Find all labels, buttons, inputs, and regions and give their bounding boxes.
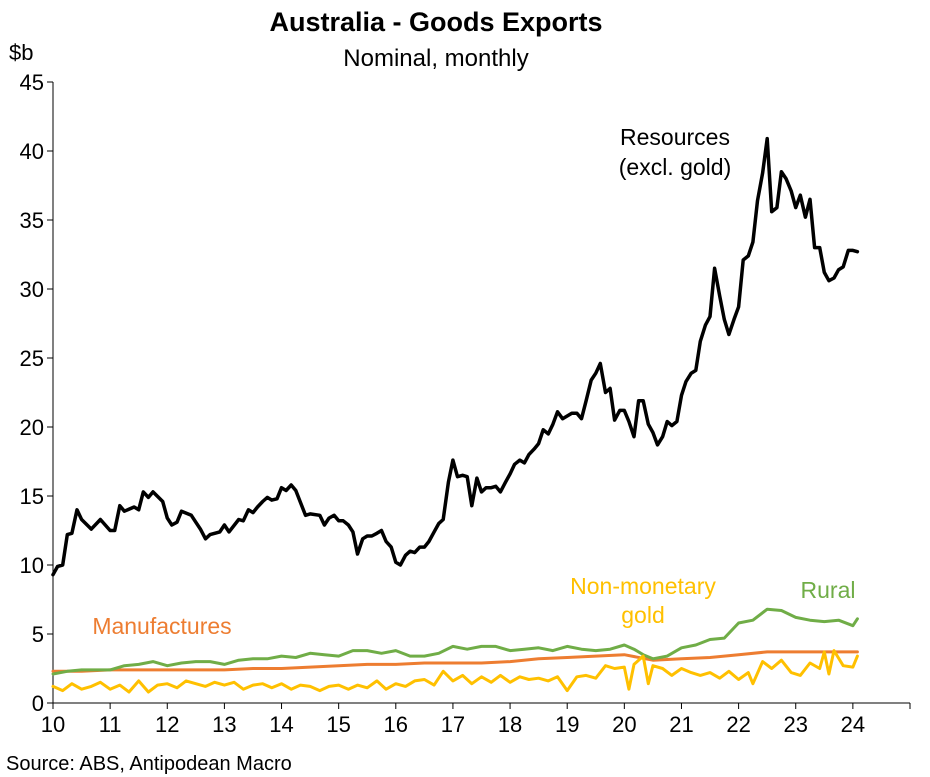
x-tick-label: 12: [155, 712, 179, 737]
tick-labels: 0 5 10 15 20 25 30 35 40 45 10 11 12 13 14 15 16 17 18 19 20…: [20, 70, 866, 737]
series-label: Resources: [620, 124, 730, 150]
series-label: Manufactures: [92, 613, 231, 639]
x-tick-label: 20: [612, 712, 636, 737]
chart-title: Australia - Goods Exports: [269, 7, 602, 37]
y-tick-label: 30: [20, 277, 44, 302]
axes: [47, 81, 911, 709]
x-tick-label: 22: [726, 712, 750, 737]
series-line-rural: [51, 607, 859, 676]
series-label: Non-monetary: [570, 573, 716, 599]
source-note: Source: ABS, Antipodean Macro: [6, 753, 292, 775]
y-tick-label: 25: [20, 346, 44, 371]
x-tick-label: 16: [384, 712, 408, 737]
chart-subtitle: Nominal, monthly: [343, 45, 528, 72]
x-tick-label: 10: [41, 712, 65, 737]
y-tick-label: 15: [20, 484, 44, 509]
series-label: (excl. gold): [619, 154, 731, 180]
x-tick-label: 11: [99, 712, 122, 737]
y-tick-label: 0: [32, 691, 44, 716]
series-line-manufactures: [51, 650, 859, 673]
x-tick-label: 18: [498, 712, 522, 737]
y-tick-label: 5: [32, 622, 44, 647]
series-line-non-monetary-gold: [51, 649, 859, 694]
series-label: gold: [621, 602, 664, 628]
y-tick-label: 40: [20, 139, 44, 164]
x-tick-label: 15: [326, 712, 350, 737]
series-lines: [51, 136, 860, 694]
x-tick-label: 17: [441, 712, 465, 737]
x-tick-label: 13: [212, 712, 236, 737]
series-label: Rural: [801, 577, 856, 603]
series-line-resources-excl-gold-: [51, 136, 860, 577]
y-tick-label: 20: [20, 415, 44, 440]
series-labels: Resources (excl. gold) Rural Manufactures No…: [92, 124, 855, 639]
y-tick-label: 45: [20, 70, 44, 95]
x-tick-label: 14: [269, 712, 293, 737]
x-tick-label: 19: [555, 712, 579, 737]
x-tick-label: 23: [783, 712, 807, 737]
y-tick-label: 35: [20, 208, 44, 233]
x-tick-label: 24: [841, 712, 865, 737]
y-tick-label: 10: [20, 553, 44, 578]
y-axis-label: $b: [9, 40, 33, 65]
x-tick-label: 21: [669, 712, 693, 737]
